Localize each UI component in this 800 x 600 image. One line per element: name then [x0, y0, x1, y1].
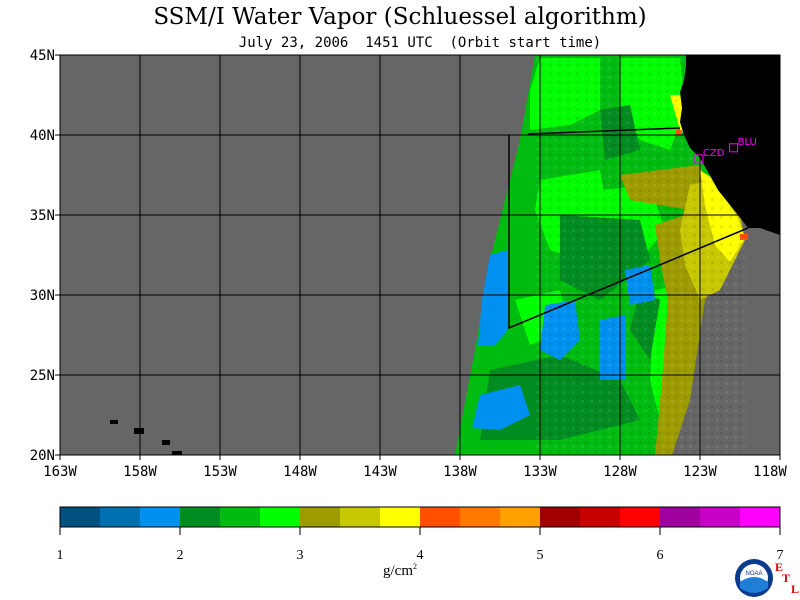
colorbar-cell	[180, 507, 221, 527]
colorbar-tick-label: 4	[417, 548, 424, 563]
noaa-logo: NOAA	[735, 559, 773, 597]
colorbar-cell	[260, 507, 301, 527]
water-vapor-map: CZD BLU 45N 40N 35N 30N 25N 20N 163W 158W 153W 14…	[30, 48, 788, 480]
map-title: SSM/I Water Vapor (Schluessel algorithm)	[153, 4, 647, 30]
map-subtitle: July 23, 2006 1451 UTC (Orbit start time…	[238, 35, 602, 51]
colorbar-cell	[420, 507, 461, 527]
lat-label: 35N	[30, 208, 55, 224]
axis-ticks	[55, 54, 781, 460]
colorbar-cell	[740, 507, 781, 527]
colorbar-tick-label: 5	[537, 548, 544, 563]
map-frame	[59, 54, 781, 456]
lon-label: 118W	[753, 464, 787, 480]
lon-label: 148W	[283, 464, 317, 480]
hawaii-islands	[110, 420, 182, 455]
lat-label: 45N	[30, 48, 55, 64]
colorbar-cell	[60, 507, 101, 527]
colorbar-frame	[59, 506, 781, 528]
noaa-logo-text: NOAA	[745, 571, 762, 577]
lat-label: 40N	[30, 128, 55, 144]
station-markers: CZD BLU	[694, 137, 757, 164]
colorbar-cell	[700, 507, 741, 527]
lat-label: 30N	[30, 288, 55, 304]
colorbar-cell	[620, 507, 661, 527]
colorbar-cell	[540, 507, 581, 527]
colorbar-cells	[59, 506, 781, 528]
lon-label: 128W	[603, 464, 637, 480]
study-region-outline	[508, 135, 749, 330]
etl-letter-e: E	[775, 560, 784, 574]
colorbar-tick-label: 3	[297, 548, 304, 563]
lon-label: 138W	[443, 464, 477, 480]
etl-letter-l: L	[791, 582, 800, 596]
colorbar-unit-label: g/cm2	[383, 562, 417, 579]
colorbar-cell	[140, 507, 181, 527]
station-label: BLU	[738, 137, 757, 148]
latitude-labels: 45N 40N 35N 30N 25N 20N	[30, 48, 55, 464]
colorbar-cell	[460, 507, 501, 527]
colorbar-cell	[580, 507, 621, 527]
colorbar-tick-label: 2	[177, 548, 184, 563]
lon-label: 158W	[123, 464, 157, 480]
lon-label: 133W	[523, 464, 557, 480]
colorbar-tick-label: 1	[57, 548, 64, 563]
colorbar-cell	[300, 507, 341, 527]
lat-label: 20N	[30, 448, 55, 464]
colorbar-cell	[340, 507, 381, 527]
longitude-labels: 163W 158W 153W 148W 143W 138W 133W 128W 123W 118W	[43, 464, 787, 480]
map-plot-area: CZD BLU	[60, 55, 780, 455]
colorbar-cell	[660, 507, 701, 527]
colorbar-cell	[380, 507, 421, 527]
lon-label: 143W	[363, 464, 397, 480]
lon-label: 163W	[43, 464, 77, 480]
station-marker	[694, 154, 704, 164]
colorbar-cell	[100, 507, 141, 527]
lat-label: 25N	[30, 368, 55, 384]
etl-letter-t: T	[782, 571, 791, 585]
lat-lon-grid	[60, 55, 780, 455]
lon-label: 153W	[203, 464, 237, 480]
lon-label: 123W	[683, 464, 717, 480]
colorbar-tick-label: 6	[657, 548, 664, 563]
colorbar-cell	[220, 507, 261, 527]
station-marker	[729, 143, 739, 153]
colorbar-cell	[500, 507, 541, 527]
study-region-top	[527, 127, 681, 135]
station-label: CZD	[703, 148, 725, 159]
